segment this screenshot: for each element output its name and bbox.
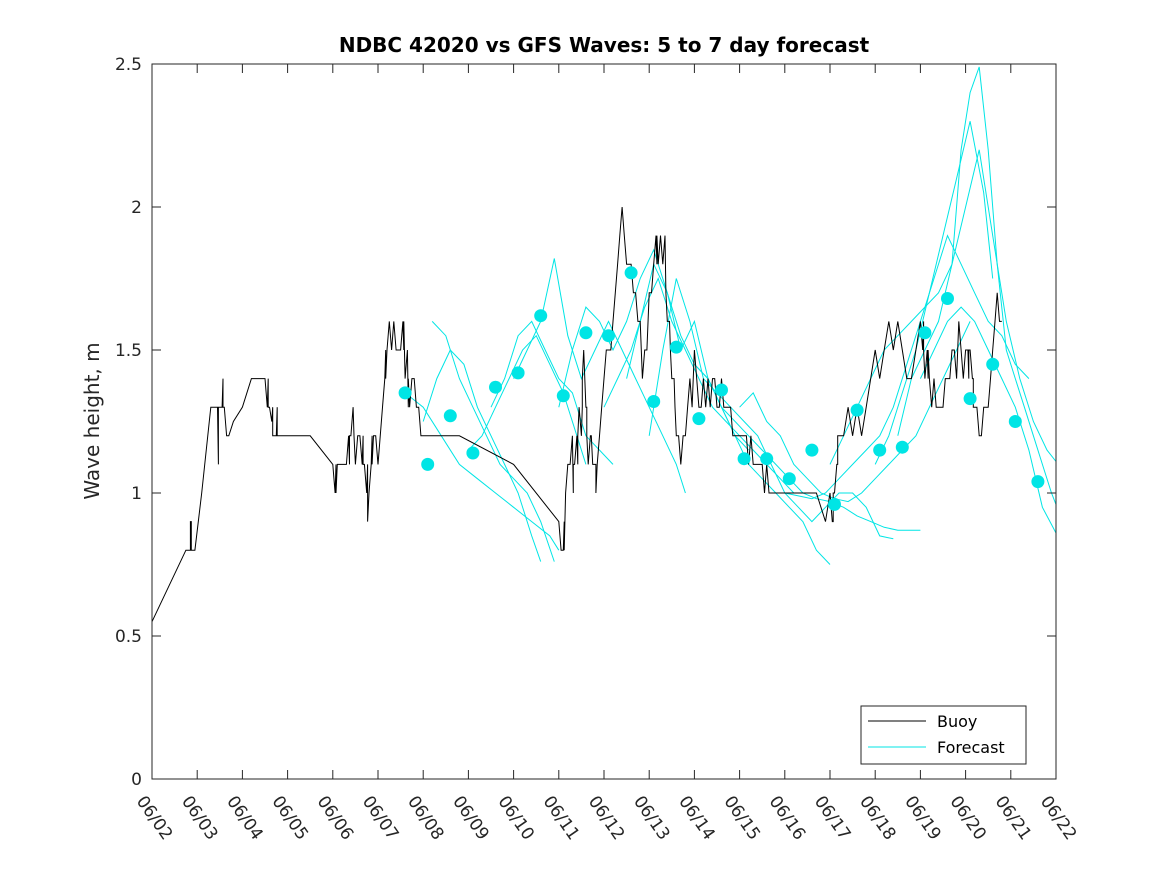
forecast-marker-14 <box>692 412 706 426</box>
forecast-run-line-10 <box>648 278 894 540</box>
x-tick-label: 06/22 <box>1036 792 1080 844</box>
forecast-marker-2 <box>421 457 435 471</box>
x-tick-label: 06/03 <box>177 792 221 844</box>
forecast-marker-5 <box>489 380 502 394</box>
forecast-marker-8 <box>556 389 570 403</box>
forecast-marker-25 <box>941 292 954 305</box>
forecast-marker-28 <box>1008 415 1022 428</box>
y-tick-label: 0 <box>131 770 142 790</box>
plot-area-border <box>151 63 1057 780</box>
forecast-series <box>404 66 1057 565</box>
legend-forecast-label: Forecast <box>937 738 1005 757</box>
x-tick-label: 06/04 <box>222 792 266 844</box>
forecast-run-line-15 <box>874 121 994 465</box>
y-tick-label: 1.5 <box>115 341 142 361</box>
forecast-run-line-3 <box>431 321 555 562</box>
forecast-run-line-16 <box>897 66 1057 505</box>
y-axis-label: Wave height, m <box>80 342 104 499</box>
forecast-run-line-4 <box>468 334 587 465</box>
legend-box <box>860 705 1027 765</box>
chart-title: NDBC 42020 vs GFS Waves: 5 to 7 day fore… <box>339 33 870 57</box>
forecast-marker-18 <box>782 472 796 486</box>
y-tick-label: 0.5 <box>115 627 142 647</box>
forecast-marker-29 <box>1031 475 1045 489</box>
forecast-marker-11 <box>624 266 638 280</box>
x-tick-label: 06/13 <box>629 792 673 844</box>
forecast-marker-16 <box>737 452 751 466</box>
forecast-marker-6 <box>511 366 525 380</box>
forecast-marker-26 <box>963 392 977 406</box>
forecast-marker-22 <box>873 443 887 457</box>
forecast-marker-20 <box>828 497 841 511</box>
x-tick-label: 06/09 <box>448 792 492 844</box>
forecast-marker-13 <box>669 340 683 354</box>
forecast-run-line-14 <box>829 149 1057 465</box>
forecast-marker-4 <box>466 446 480 460</box>
x-tick-label: 06/08 <box>403 792 447 844</box>
forecast-marker-1 <box>398 386 412 400</box>
forecast-marker-9 <box>579 326 593 340</box>
forecast-marker-17 <box>760 452 774 466</box>
forecast-markers <box>398 266 1045 511</box>
buoy-series <box>151 206 1002 622</box>
y-axis: 0 0.5 1 1.5 2 2.5 <box>115 55 1056 790</box>
forecast-marker-27 <box>986 357 1000 371</box>
x-tick-label: 06/11 <box>539 792 583 844</box>
x-tick-label: 06/14 <box>674 792 718 844</box>
forecast-run-line-11 <box>694 363 921 531</box>
x-tick-label: 06/16 <box>765 792 809 844</box>
forecast-marker-10 <box>602 329 615 343</box>
x-tick-label: 06/21 <box>991 792 1035 844</box>
forecast-run-line-17 <box>919 306 1057 534</box>
x-tick-label: 06/05 <box>268 792 312 844</box>
x-tick-label: 06/20 <box>946 792 990 844</box>
forecast-marker-24 <box>918 326 932 340</box>
legend-buoy-label: Buoy <box>937 712 977 731</box>
forecast-run-line-1 <box>404 392 560 551</box>
x-tick-label: 06/06 <box>313 792 357 844</box>
legend: Buoy Forecast <box>860 705 1027 765</box>
forecast-marker-19 <box>805 443 819 457</box>
x-tick-label: 06/10 <box>494 792 538 844</box>
forecast-marker-3 <box>443 409 457 423</box>
forecast-run-line-9 <box>626 262 831 565</box>
y-tick-label: 2.5 <box>115 55 142 75</box>
x-tick-label: 06/15 <box>720 792 764 844</box>
forecast-marker-21 <box>850 403 864 417</box>
x-tick-label: 06/12 <box>584 792 628 844</box>
forecast-marker-23 <box>895 440 909 454</box>
forecast-marker-7 <box>534 309 548 323</box>
x-tick-label: 06/18 <box>855 792 899 844</box>
x-tick-label: 06/19 <box>900 792 944 844</box>
buoy-line <box>151 206 1002 622</box>
forecast-run-line-5 <box>490 320 614 465</box>
y-tick-label: 1 <box>131 484 142 504</box>
x-tick-label: 06/07 <box>358 792 402 844</box>
forecast-run-line-2 <box>422 349 542 562</box>
forecast-run-line-6 <box>513 258 686 494</box>
y-tick-label: 2 <box>131 198 142 218</box>
forecast-marker-15 <box>715 383 728 397</box>
forecast-run-line-13 <box>784 234 1030 500</box>
x-tick-label: 06/02 <box>132 792 176 844</box>
forecast-marker-12 <box>647 395 661 408</box>
x-tick-label: 06/17 <box>810 792 854 844</box>
